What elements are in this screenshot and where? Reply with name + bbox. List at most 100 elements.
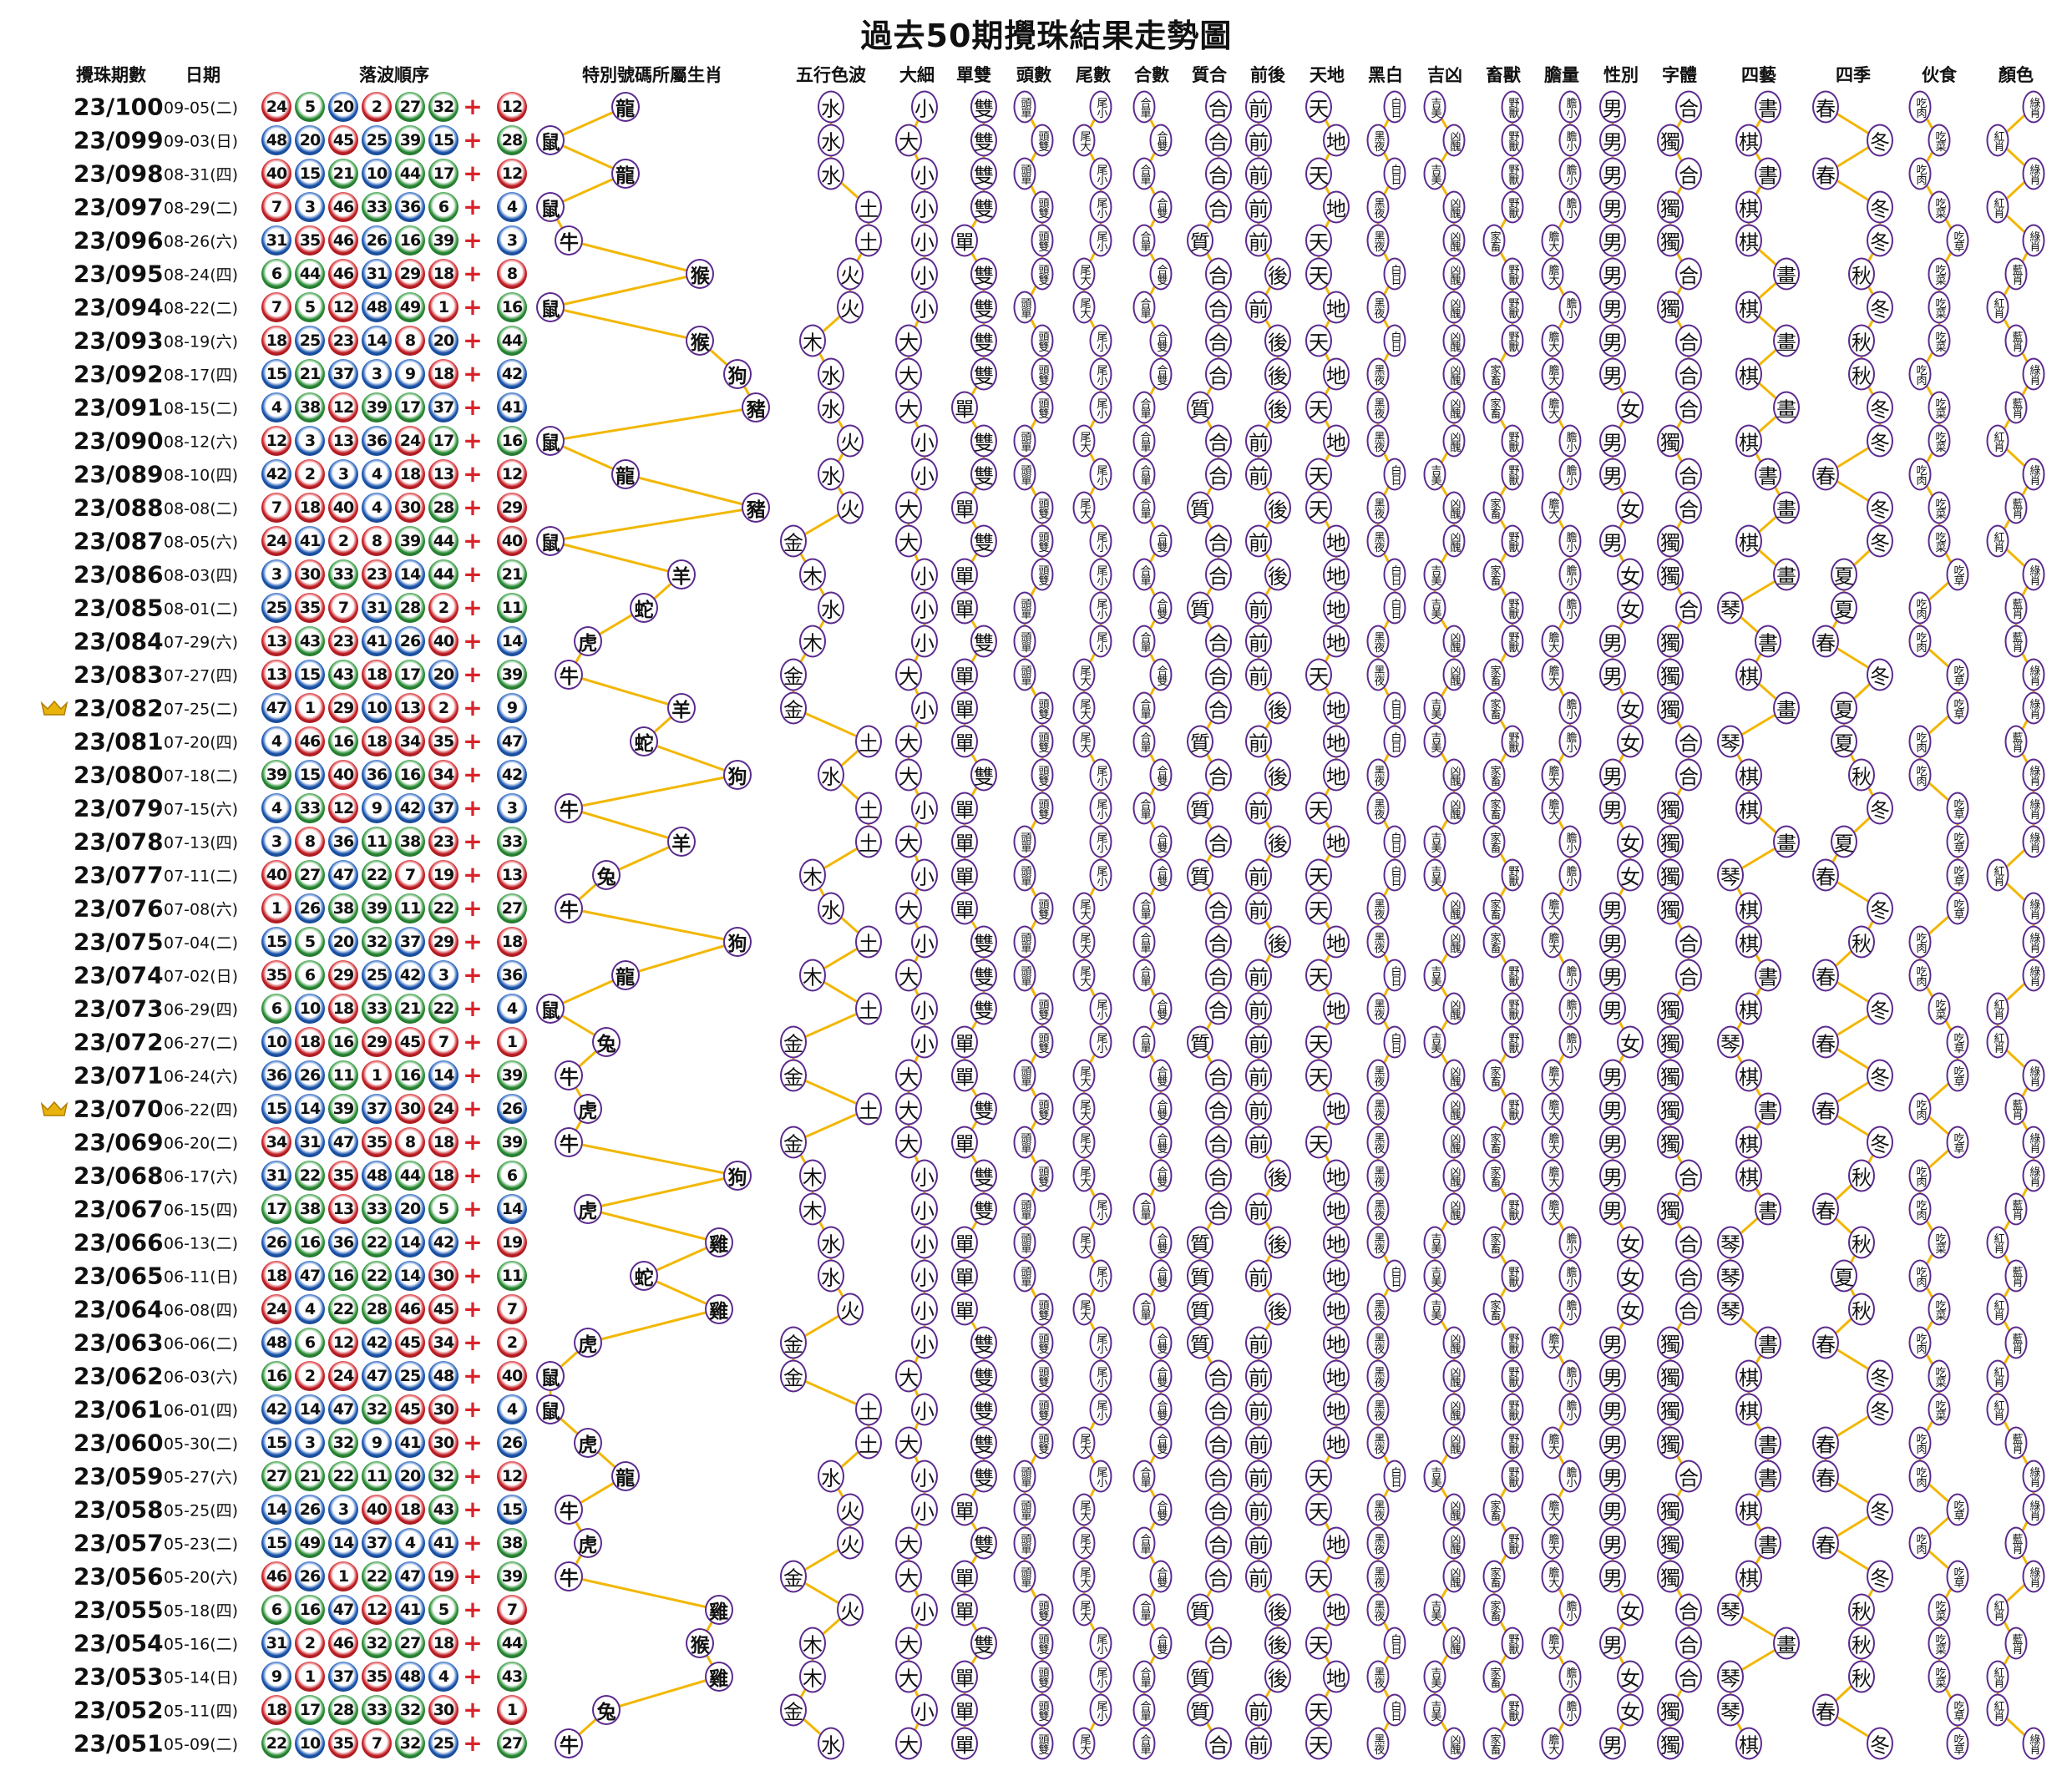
ball-number: 12 [332, 1333, 354, 1352]
tail-value: 尾大 [1077, 1433, 1091, 1453]
issue-number[interactable]: 23/076 [73, 894, 164, 923]
ball-number: 18 [299, 1033, 321, 1051]
color-circle: 紅肖 [1986, 291, 2009, 324]
issue-number[interactable]: 23/069 [73, 1128, 164, 1156]
issue-number[interactable]: 23/086 [73, 560, 164, 589]
issue-number[interactable]: 23/089 [73, 460, 164, 488]
stroke-circle: 獨 [1657, 524, 1684, 558]
tail-value: 尾大 [1077, 698, 1091, 718]
ball: 46 [328, 1628, 358, 1658]
issue-number[interactable]: 23/072 [73, 1028, 164, 1056]
good-bad-circle: 凶醜 [1442, 1326, 1466, 1359]
head-circle: 頭單 [1013, 1493, 1036, 1526]
issue-number[interactable]: 23/054 [73, 1629, 164, 1657]
ball-number: 45 [399, 1400, 421, 1419]
color-value: 綠肖 [2027, 1166, 2040, 1186]
sum-value: 合雙 [1154, 1366, 1168, 1386]
tail-value: 尾小 [1094, 1466, 1107, 1486]
ball: 1 [295, 1662, 325, 1692]
issue-number[interactable]: 23/070 [73, 1095, 164, 1123]
issue-number[interactable]: 23/080 [73, 761, 164, 789]
issue-number[interactable]: 23/092 [73, 360, 164, 388]
issue-number[interactable]: 23/065 [73, 1262, 164, 1290]
prime-composite-value: 合 [1208, 164, 1229, 188]
stroke-value: 合 [1679, 264, 1699, 288]
issue-number[interactable]: 23/052 [73, 1696, 164, 1724]
five-elements-value: 水 [821, 397, 841, 422]
issue-number[interactable]: 23/090 [73, 427, 164, 455]
sum-circle: 合單 [1132, 1025, 1156, 1059]
courage-circle: 膽大 [1541, 1092, 1564, 1126]
issue-number[interactable]: 23/091 [73, 393, 164, 422]
issue-number[interactable]: 23/084 [73, 627, 164, 655]
head-circle: 頭雙 [1031, 257, 1054, 291]
ball: 20 [295, 125, 325, 155]
issue-number[interactable]: 23/061 [73, 1395, 164, 1424]
issue-number[interactable]: 23/051 [73, 1729, 164, 1758]
issue-number[interactable]: 23/087 [73, 527, 164, 555]
draw-date: 08-05(六) [164, 533, 239, 552]
issue-number[interactable]: 23/095 [73, 260, 164, 288]
good-bad-value: 吉美 [1428, 965, 1441, 985]
odd-even-value: 單 [955, 230, 975, 255]
black-white-circle: 黑夜 [1366, 1226, 1390, 1259]
issue-number[interactable]: 23/079 [73, 794, 164, 822]
issue-number[interactable]: 23/060 [73, 1429, 164, 1457]
issue-number[interactable]: 23/099 [73, 126, 164, 154]
color-value: 綠肖 [2027, 798, 2040, 818]
draw-date: 08-01(二) [164, 600, 239, 619]
issue-number[interactable]: 23/062 [73, 1362, 164, 1390]
ball-number: 14 [299, 1100, 321, 1118]
issue-number[interactable]: 23/063 [73, 1328, 164, 1357]
gender-circle: 男 [1599, 925, 1626, 959]
gender-value: 男 [1603, 1065, 1623, 1090]
big-small-circle: 小 [911, 1460, 938, 1493]
issue-number[interactable]: 23/057 [73, 1529, 164, 1557]
issue-number[interactable]: 23/071 [73, 1061, 164, 1090]
issue-number[interactable]: 23/053 [73, 1662, 164, 1691]
special-ball: 28 [497, 125, 527, 155]
issue-number[interactable]: 23/059 [73, 1462, 164, 1490]
issue-number[interactable]: 23/088 [73, 493, 164, 522]
stroke-circle: 獨 [1657, 858, 1684, 892]
ball-number: 28 [433, 498, 454, 517]
special-ball: 1 [497, 1695, 527, 1725]
front-back-value: 前 [1249, 1099, 1269, 1123]
issue-number[interactable]: 23/077 [73, 861, 164, 889]
issue-number[interactable]: 23/055 [73, 1596, 164, 1624]
ball-number: 28 [332, 1701, 354, 1719]
head-value: 頭雙 [1036, 264, 1049, 284]
big-small-circle: 小 [911, 1693, 938, 1727]
ball-number: 25 [399, 1367, 421, 1385]
issue-number[interactable]: 23/097 [73, 193, 164, 221]
issue-number[interactable]: 23/066 [73, 1228, 164, 1257]
issue-number[interactable]: 23/094 [73, 293, 164, 321]
issue-number[interactable]: 23/085 [73, 594, 164, 622]
issue-number[interactable]: 23/075 [73, 928, 164, 956]
special-ball: 7 [497, 1595, 527, 1625]
diet-circle: 吃菜 [1928, 291, 1951, 324]
issue-number[interactable]: 23/067 [73, 1195, 164, 1223]
special-ball: 27 [497, 1728, 527, 1758]
issue-number[interactable]: 23/073 [73, 994, 164, 1023]
zodiac-circle: 鼠 [536, 1361, 565, 1391]
issue-number[interactable]: 23/081 [73, 727, 164, 756]
issue-number[interactable]: 23/083 [73, 660, 164, 689]
prime-composite-circle: 質 [1187, 1259, 1213, 1293]
courage-value: 膽小 [1563, 297, 1577, 317]
issue-number[interactable]: 23/056 [73, 1562, 164, 1591]
prime-composite-value: 質 [1190, 865, 1210, 889]
issue-number[interactable]: 23/074 [73, 961, 164, 989]
ball-number: 3 [337, 465, 349, 483]
issue-number[interactable]: 23/096 [73, 226, 164, 255]
issue-number[interactable]: 23/098 [73, 159, 164, 188]
issue-number[interactable]: 23/068 [73, 1161, 164, 1190]
issue-number[interactable]: 23/082 [73, 694, 164, 722]
black-white-circle: 白日 [1383, 1025, 1406, 1059]
front-back-value: 前 [1249, 631, 1269, 655]
issue-number[interactable]: 23/078 [73, 827, 164, 856]
issue-number[interactable]: 23/058 [73, 1495, 164, 1524]
issue-number[interactable]: 23/093 [73, 326, 164, 355]
issue-number[interactable]: 23/100 [73, 93, 164, 121]
issue-number[interactable]: 23/064 [73, 1295, 164, 1323]
